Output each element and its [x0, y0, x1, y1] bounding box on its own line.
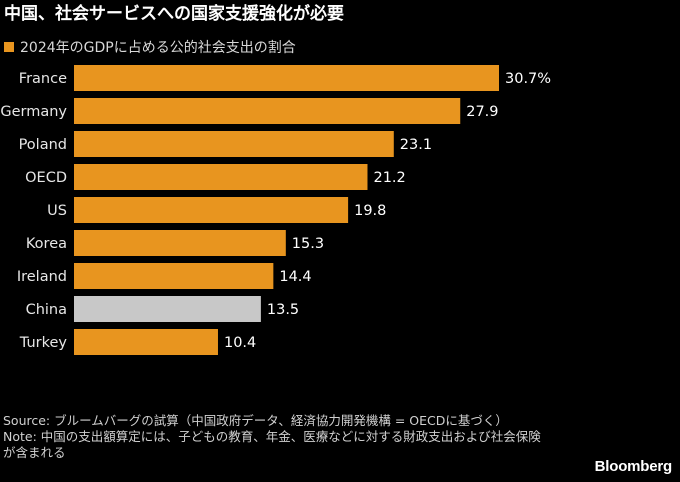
category-label-korea: Korea: [26, 236, 67, 252]
category-label-poland: Poland: [19, 137, 67, 153]
methodology-note: Note: 中国の支出額算定には、子どもの教育、年金、医療などに対する財政支出お…: [3, 429, 541, 460]
bar-poland: [74, 131, 394, 157]
value-label-france: 30.7%: [505, 71, 551, 87]
bar-oecd: [74, 164, 368, 190]
value-label-korea: 15.3: [292, 236, 324, 252]
category-label-oecd: OECD: [25, 170, 67, 186]
category-label-germany: Germany: [0, 104, 67, 120]
bloomberg-logo: Bloomberg: [594, 458, 673, 475]
bar-germany: [74, 98, 461, 124]
bar-china: [74, 296, 261, 322]
bar-turkey: [74, 329, 218, 355]
value-label-us: 19.8: [354, 203, 386, 219]
value-label-poland: 23.1: [400, 137, 432, 153]
value-label-china: 13.5: [267, 302, 299, 318]
bar-us: [74, 197, 349, 223]
category-label-turkey: Turkey: [19, 335, 68, 351]
value-label-turkey: 10.4: [224, 335, 256, 351]
value-label-ireland: 14.4: [279, 269, 311, 285]
value-label-germany: 27.9: [466, 104, 498, 120]
bar-chart: France 30.7% Germany 27.9 Poland 23.1 OECD 21.2…: [0, 65, 551, 355]
value-label-oecd: 21.2: [373, 170, 405, 186]
bar-korea: [74, 230, 286, 256]
source-note: Source: ブルームバーグの試算（中国政府データ、経済協力開発機構 = OE…: [3, 413, 508, 428]
legend-swatch: [4, 42, 14, 52]
category-label-france: France: [19, 71, 67, 87]
legend: 2024年のGDPに占める公的社会支出の割合: [4, 37, 296, 57]
legend-label: 2024年のGDPに占める公的社会支出の割合: [20, 40, 296, 56]
chart-title: 中国、社会サービスへの国家支援強化が必要: [4, 4, 344, 24]
footer: Source: ブルームバーグの試算（中国政府データ、経済協力開発機構 = OE…: [3, 413, 543, 461]
category-label-us: US: [47, 203, 67, 219]
category-label-ireland: Ireland: [17, 269, 67, 285]
category-label-china: China: [26, 302, 67, 318]
bar-ireland: [74, 263, 274, 289]
bar-france: [74, 65, 499, 91]
